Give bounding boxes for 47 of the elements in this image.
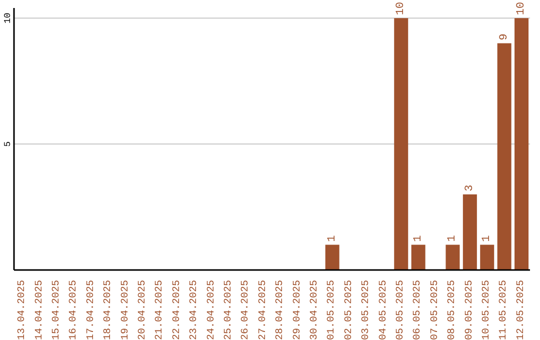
x-tick-label: 05.05.2025	[396, 280, 406, 340]
bar	[325, 244, 340, 270]
x-tick-label: 24.04.2025	[206, 280, 218, 340]
x-tick-label: 27.04.2025	[258, 280, 269, 340]
x-tick-label: 01.05.2025	[326, 280, 338, 340]
data-label: 1	[446, 234, 459, 242]
x-tick-label: 09.05.2025	[464, 280, 476, 340]
bar	[497, 43, 512, 270]
x-tick-label: 14.04.2025	[34, 280, 46, 340]
x-tick-label: 19.04.2025	[120, 280, 132, 340]
x-tick-label: 07.05.2025	[430, 280, 441, 340]
data-label: 10	[395, 2, 408, 16]
data-label: 1	[412, 234, 424, 242]
bar	[411, 244, 426, 270]
x-tick-label: 10.05.2025	[482, 280, 492, 340]
x-tick-label: 02.05.2025	[344, 280, 355, 340]
x-tick-label: 12.05.2025	[516, 280, 527, 340]
bar	[394, 18, 408, 270]
x-tick-label: 18.04.2025	[103, 280, 114, 340]
x-tick-label: 30.04.2025	[310, 280, 320, 340]
x-tick-label: 04.05.2025	[378, 280, 390, 340]
y-tick-label: 5	[3, 141, 13, 147]
data-label: 1	[326, 234, 338, 242]
x-tick-label: 15.04.2025	[52, 280, 62, 340]
x-tick-label: 25.04.2025	[224, 280, 234, 340]
x-tick-label: 03.05.2025	[361, 280, 372, 340]
data-label: 1	[481, 234, 494, 242]
bar	[446, 244, 460, 270]
x-tick-label: 11.05.2025	[498, 280, 510, 340]
x-tick-label: 29.04.2025	[292, 280, 304, 340]
x-tick-label: 20.04.2025	[138, 280, 148, 340]
data-label: 9	[498, 34, 510, 40]
x-tick-label: 28.04.2025	[275, 280, 286, 340]
bar	[514, 18, 529, 270]
data-label: 10	[516, 2, 528, 16]
x-tick-label: 23.04.2025	[189, 280, 200, 340]
x-tick-label: 17.04.2025	[86, 280, 97, 340]
x-tick-label: 26.04.2025	[240, 280, 252, 340]
bar	[480, 244, 494, 270]
x-tick-label: 16.04.2025	[68, 280, 80, 340]
x-tick-label: 13.04.2025	[17, 280, 28, 340]
data-label: 3	[464, 184, 476, 192]
x-tick-label: 22.04.2025	[172, 280, 183, 340]
x-tick-label: 08.05.2025	[447, 280, 458, 340]
bar	[462, 194, 477, 270]
x-tick-label: 06.05.2025	[412, 280, 424, 340]
x-tick-label: 21.04.2025	[154, 280, 166, 340]
